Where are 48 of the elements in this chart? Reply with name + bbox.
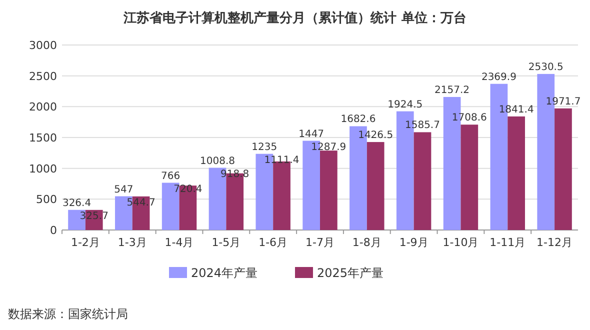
y-tick-label: 500 — [36, 193, 57, 206]
x-tick-label: 1-2月 — [70, 236, 100, 249]
x-tick-label: 1-8月 — [352, 236, 382, 249]
data-label: 1682.6 — [340, 114, 376, 126]
data-label: 2369.9 — [481, 72, 516, 83]
y-tick-label: 2000 — [29, 100, 57, 114]
bar — [273, 161, 290, 230]
data-label: 2157.2 — [434, 84, 470, 96]
y-tick-label: 3000 — [29, 39, 57, 52]
data-label: 1235 — [252, 142, 278, 153]
y-tick-label: 1500 — [29, 132, 57, 144]
bar — [414, 132, 432, 230]
data-label: 2530.5 — [528, 62, 564, 73]
bar — [320, 150, 338, 230]
bar — [554, 108, 572, 230]
x-tick-label: 1-6月 — [258, 236, 288, 249]
y-tick-label: 1000 — [29, 162, 57, 176]
legend-label: 2024年产量 — [191, 266, 258, 280]
data-label: 1924.5 — [388, 99, 423, 110]
x-tick-label: 1-7月 — [306, 236, 334, 249]
data-label: 1426.5 — [358, 130, 394, 142]
x-tick-label: 1-4月 — [164, 236, 194, 249]
x-tick-label: 1-11月 — [490, 236, 526, 249]
data-label: 766 — [161, 170, 180, 182]
x-tick-label: 1-3月 — [118, 236, 147, 249]
legend-label: 2025年产量 — [317, 266, 384, 280]
x-tick-label: 1-10月 — [442, 236, 479, 249]
data-label: 1008.8 — [200, 156, 236, 167]
x-tick-label: 1-12月 — [536, 236, 573, 249]
data-label: 1585.7 — [404, 120, 440, 132]
bar — [508, 116, 525, 230]
y-tick-label: 0 — [50, 224, 57, 237]
data-label: 547 — [114, 184, 134, 196]
x-tick-label: 1-9月 — [399, 236, 428, 249]
y-tick-label: 2500 — [29, 70, 57, 83]
source-note: 数据来源：国家统计局 — [8, 307, 128, 321]
data-label: 1287.9 — [311, 142, 346, 153]
data-label: 1841.4 — [498, 104, 534, 116]
chart-title: 江苏省电子计算机整机产量分月（累计值）统计 单位：万台 — [122, 10, 466, 26]
data-label: 1708.6 — [452, 112, 487, 124]
data-label: 918.8 — [220, 168, 250, 180]
data-label: 1971.7 — [546, 96, 581, 108]
bar — [366, 142, 384, 230]
x-tick-label: 1-5月 — [212, 236, 241, 249]
bar — [460, 124, 478, 230]
data-label: 326.4 — [62, 198, 92, 209]
data-label: 1447 — [298, 128, 324, 140]
data-label: 1111.4 — [264, 154, 300, 166]
